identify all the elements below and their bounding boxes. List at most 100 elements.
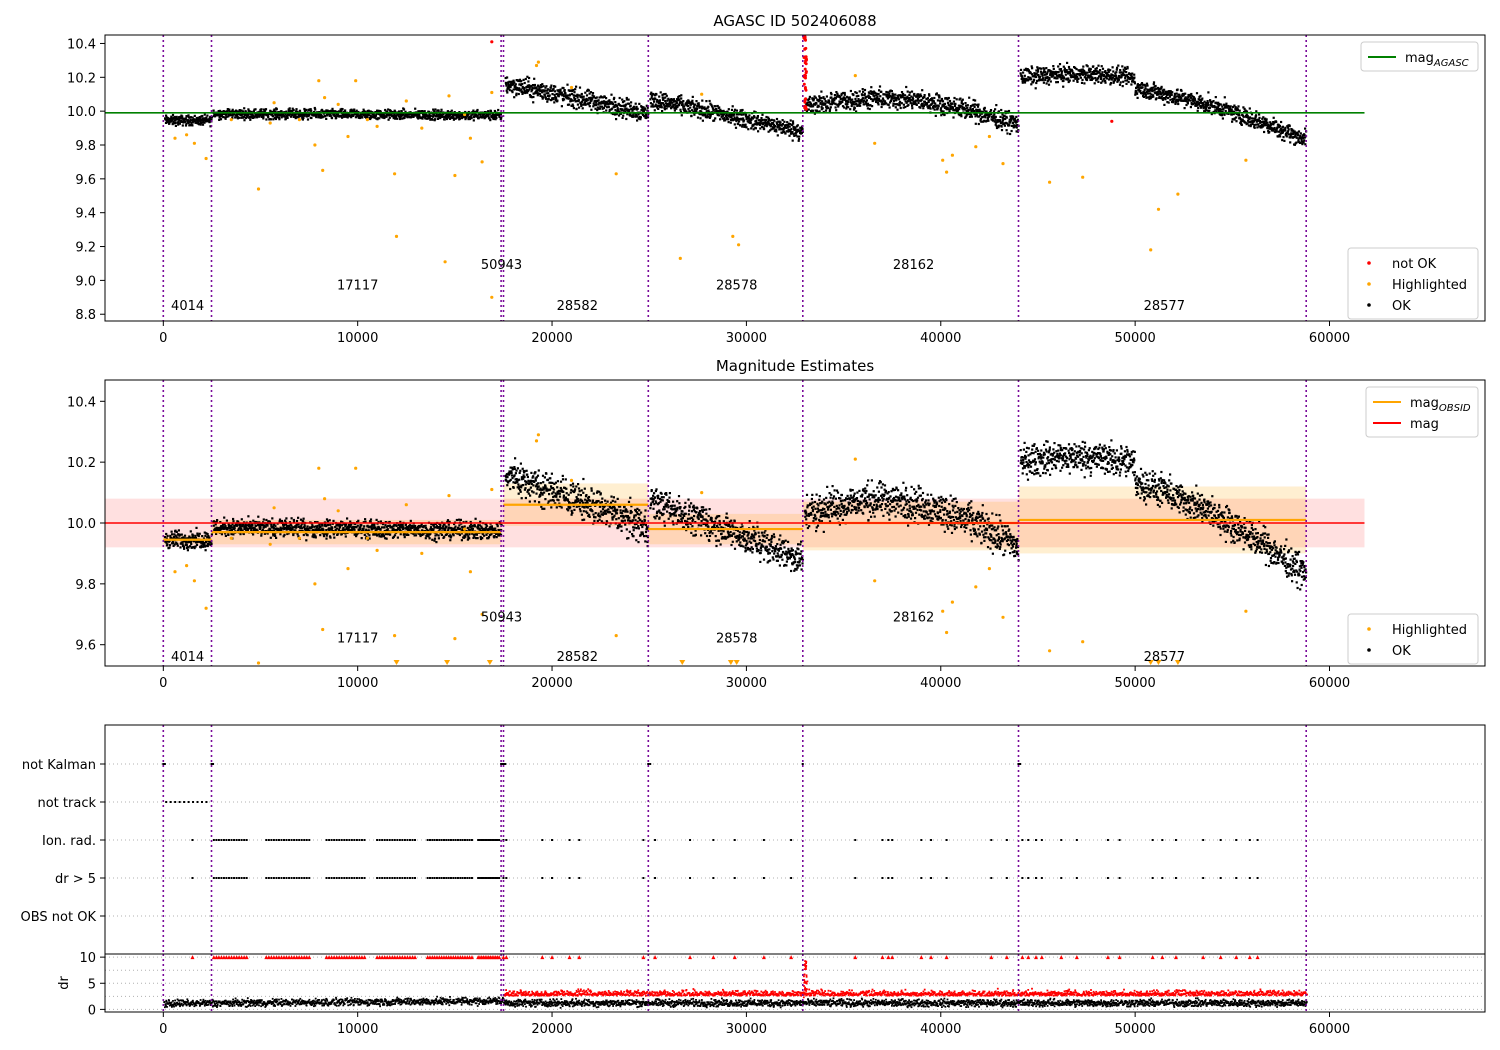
- ok-point: [165, 532, 168, 536]
- ok-point: [489, 110, 492, 113]
- ok-point: [1264, 117, 1267, 120]
- ok-point: [1230, 109, 1233, 113]
- ok-point: [868, 96, 872, 99]
- ok-point: [1023, 68, 1026, 71]
- ok-point: [656, 98, 659, 102]
- highlighted-point: [323, 96, 327, 100]
- ok-point: [883, 100, 887, 103]
- ok-point: [1061, 74, 1064, 77]
- ok-point: [654, 94, 657, 97]
- ok-point: [1157, 88, 1160, 91]
- ok-point: [1186, 100, 1189, 104]
- ok-point: [863, 103, 866, 106]
- ok-point: [863, 94, 866, 97]
- highlighted-point: [354, 79, 358, 83]
- ok-point: [1225, 104, 1228, 107]
- ok-point: [776, 126, 779, 129]
- ok-point: [172, 121, 175, 124]
- ok-point: [753, 110, 756, 113]
- ok-point: [714, 105, 717, 108]
- ok-point: [905, 101, 908, 104]
- ok-point: [668, 98, 671, 101]
- ok-point: [696, 116, 700, 119]
- ok-point: [1058, 68, 1061, 71]
- ok-point: [720, 110, 723, 113]
- ok-point: [922, 104, 925, 107]
- not-ok-point: [803, 67, 807, 71]
- ok-point: [778, 123, 781, 127]
- ok-point: [870, 92, 873, 95]
- ok-point: [518, 89, 521, 92]
- ok-point: [777, 125, 780, 128]
- ok-point: [940, 109, 943, 113]
- ok-point: [627, 98, 630, 101]
- ok-point: [697, 102, 700, 105]
- ok-point: [939, 102, 942, 105]
- ok-point: [1175, 92, 1178, 95]
- ok-point: [201, 535, 204, 538]
- ok-point: [847, 106, 850, 109]
- ok-point: [470, 116, 473, 119]
- ok-point: [1221, 105, 1224, 108]
- ok-point: [932, 100, 935, 103]
- highlighted-point: [490, 295, 494, 299]
- ok-point: [322, 115, 325, 118]
- ok-point: [895, 98, 898, 101]
- ok-point: [589, 96, 592, 99]
- ok-point: [566, 94, 569, 97]
- ok-point: [880, 99, 883, 102]
- ok-point: [568, 103, 571, 106]
- ok-point: [1112, 81, 1115, 84]
- ok-point: [659, 91, 662, 94]
- ok-point: [1196, 104, 1199, 107]
- ok-point: [505, 89, 508, 92]
- ok-point: [780, 128, 783, 131]
- ok-point: [1170, 93, 1173, 97]
- ok-point: [1065, 70, 1068, 73]
- x-ticks-agasc: 0 10000 20000 30000 40000 50000 60000: [159, 321, 1350, 346]
- ok-point: [302, 116, 305, 119]
- ok-point: [1246, 122, 1249, 125]
- ok-point: [570, 92, 574, 95]
- ok-point: [247, 515, 250, 518]
- ok-point: [189, 536, 192, 539]
- ok-point: [831, 98, 834, 102]
- ok-point: [765, 118, 768, 121]
- ok-point: [986, 117, 989, 120]
- ok-point: [422, 113, 425, 116]
- ok-point: [209, 115, 212, 118]
- ok-point: [961, 98, 964, 101]
- ok-point: [642, 106, 645, 109]
- ok-point: [975, 113, 978, 116]
- ok-point: [745, 126, 748, 129]
- ok-point: [314, 536, 317, 539]
- ok-point: [537, 92, 540, 95]
- ok-point: [1212, 110, 1216, 113]
- ok-point: [865, 101, 868, 104]
- ok-point: [295, 525, 298, 529]
- ok-point: [1265, 118, 1268, 121]
- ok-point: [351, 109, 354, 112]
- ok-point: [882, 99, 885, 102]
- ok-point: [882, 93, 885, 96]
- ok-point: [386, 114, 389, 117]
- ok-point: [1262, 116, 1265, 119]
- ok-point: [588, 97, 591, 100]
- ok-point: [649, 98, 652, 101]
- ok-point: [607, 103, 610, 106]
- ok-point: [514, 84, 517, 87]
- ok-point: [259, 110, 262, 113]
- ok-point: [828, 100, 831, 103]
- ok-point: [1154, 92, 1157, 95]
- ok-point: [1096, 72, 1099, 75]
- ok-point: [322, 535, 326, 538]
- ok-point: [1085, 77, 1088, 80]
- ok-point: [857, 94, 860, 97]
- ok-point: [527, 89, 530, 92]
- ok-point: [1196, 100, 1199, 103]
- ok-point: [1185, 99, 1188, 103]
- ok-point: [855, 95, 858, 98]
- ok-point: [447, 114, 450, 117]
- highlighted-point: [536, 60, 541, 64]
- ok-point: [1086, 65, 1089, 68]
